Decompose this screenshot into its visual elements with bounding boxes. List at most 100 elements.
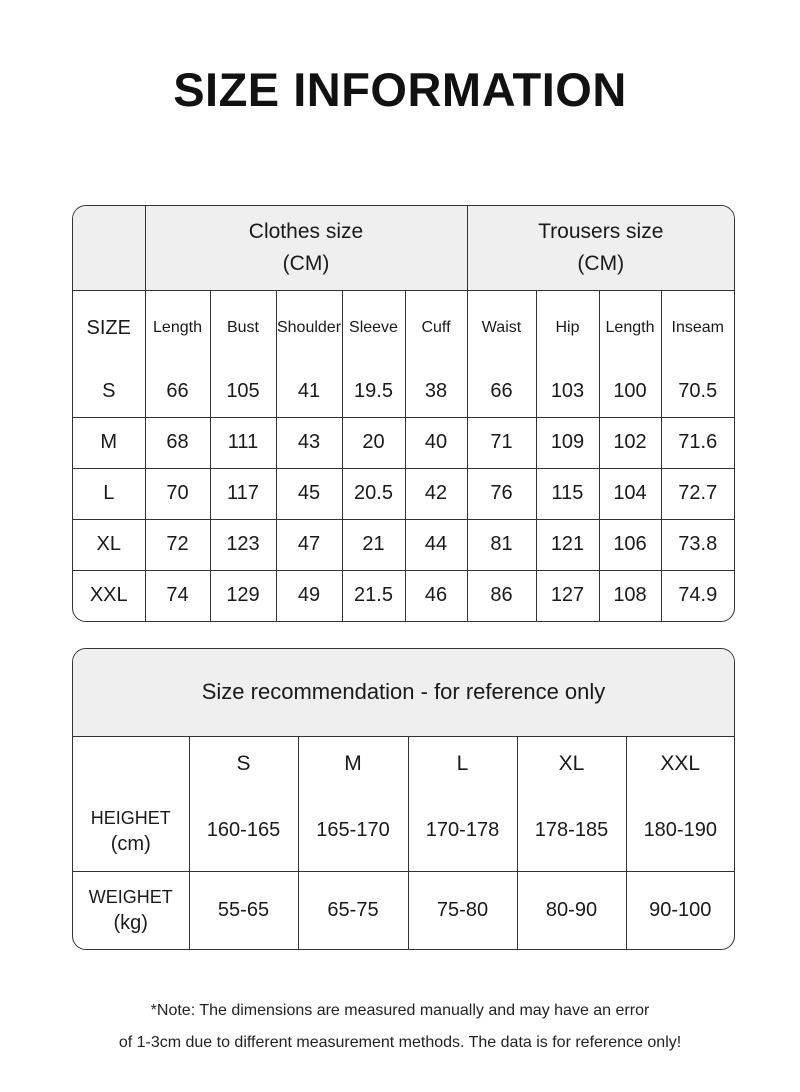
table-cell: 75-80	[408, 871, 518, 949]
table-cell: 127	[536, 570, 600, 621]
table-cell: 106	[599, 519, 662, 571]
row-label: HEIGHET (cm)	[73, 791, 190, 872]
table-cell: 71	[467, 417, 537, 469]
table-cell: 21.5	[342, 570, 406, 621]
table-cell: 45	[276, 468, 343, 520]
table-cell: 49	[276, 570, 343, 621]
size-header-row: S M L XL XXL	[73, 736, 734, 791]
column-header-row: SIZE Length Bust Shoulder Sleeve Cuff Waist Hip…	[73, 290, 734, 366]
table-cell: 108	[599, 570, 662, 621]
table-cell: 38	[405, 366, 468, 418]
group-header-row: Clothes size (CM) Trousers size (CM)	[73, 206, 734, 291]
table-cell: 66	[467, 366, 537, 418]
corner-cell	[73, 736, 190, 791]
recommendation-title: Size recommendation - for reference only	[73, 649, 734, 737]
column-header: Shoulder	[276, 290, 343, 366]
table-cell: 71.6	[661, 417, 734, 469]
table-cell: 72.7	[661, 468, 734, 520]
table-cell: 74	[145, 570, 211, 621]
table-cell: 160-165	[189, 791, 299, 872]
group-label: Trousers size	[538, 219, 664, 243]
table-cell: 104	[599, 468, 662, 520]
table-row: L 70 117 45 20.5 42 76 115 104 72.7	[73, 468, 734, 520]
group-unit: (CM)	[577, 251, 625, 275]
table-cell: 103	[536, 366, 600, 418]
table-cell: 90-100	[649, 898, 712, 921]
column-header: Length	[145, 290, 211, 366]
table-cell: 55-65	[189, 871, 299, 949]
table-cell: 76	[467, 468, 537, 520]
table-cell: 105	[210, 366, 277, 418]
size-header: S	[189, 736, 299, 791]
table-cell: 68	[145, 417, 211, 469]
trousers-size-header: Trousers size (CM)	[467, 206, 734, 291]
column-header: SIZE	[73, 290, 146, 366]
table-cell: 65-75	[298, 871, 409, 949]
table-cell: 123	[210, 519, 277, 571]
column-header: Length	[599, 290, 662, 366]
table-cell: 47	[276, 519, 343, 571]
column-header: Sleeve	[342, 290, 406, 366]
corner-cell	[73, 206, 146, 291]
table-cell: 129	[210, 570, 277, 621]
table-row: XXL 74 129 49 21.5 46 86 127 108 74.9	[73, 570, 734, 621]
table-row: HEIGHET (cm) 160-165 165-170 170-178 178-185 1…	[73, 791, 734, 872]
table-cell: 109	[536, 417, 600, 469]
column-header: Bust	[210, 290, 277, 366]
table-cell: 74.9	[678, 584, 718, 607]
table-cell: 73.8	[661, 519, 734, 571]
table-row: WEIGHET (kg) 55-65 65-75 75-80 80-90 90-100	[73, 871, 734, 949]
table-cell: 178-185	[517, 791, 627, 872]
table-cell: 19.5	[342, 366, 406, 418]
recommendation-table: Size recommendation - for reference only…	[72, 648, 735, 950]
row-label-unit: (kg)	[113, 912, 148, 935]
row-label-text: HEIGHET	[90, 807, 171, 828]
group-unit: (CM)	[282, 251, 330, 275]
row-label-unit: (cm)	[110, 832, 151, 855]
table-cell: 41	[276, 366, 343, 418]
table-cell: 86	[467, 570, 537, 621]
note-line-2: of 1-3cm due to different measurement me…	[118, 1034, 682, 1051]
note: *Note: The dimensions are measured manua…	[0, 995, 800, 1059]
column-header: Inseam	[671, 319, 724, 337]
size-label: XL	[73, 519, 146, 571]
table-cell: 117	[210, 468, 277, 520]
size-label: L	[73, 468, 146, 520]
table-cell: 44	[405, 519, 468, 571]
table-cell: 42	[405, 468, 468, 520]
table-cell: 121	[536, 519, 600, 571]
table-cell: 72	[145, 519, 211, 571]
size-header: M	[298, 736, 409, 791]
page-title: SIZE INFORMATION	[173, 63, 627, 116]
table-cell: 20	[342, 417, 406, 469]
size-label: S	[73, 366, 146, 418]
table-cell: 165-170	[298, 791, 409, 872]
size-header: L	[408, 736, 518, 791]
recommendation-title-row: Size recommendation - for reference only	[73, 649, 734, 737]
table-row: S 66 105 41 19.5 38 66 103 100 70.5	[73, 366, 734, 418]
table-cell: 111	[210, 417, 277, 469]
table-cell: 40	[405, 417, 468, 469]
size-header: XXL	[660, 751, 701, 775]
table-cell: 81	[467, 519, 537, 571]
table-cell: 21	[342, 519, 406, 571]
column-header: Cuff	[405, 290, 468, 366]
table-cell: 70.5	[661, 366, 734, 418]
table-cell: 102	[599, 417, 662, 469]
size-header: XL	[517, 736, 627, 791]
table-cell: 20.5	[342, 468, 406, 520]
table-cell: 80-90	[517, 871, 627, 949]
size-table: Clothes size (CM) Trousers size (CM) SIZ…	[72, 205, 735, 622]
size-label: M	[73, 417, 146, 469]
group-label: Clothes size	[248, 219, 364, 243]
table-cell: 170-178	[408, 791, 518, 872]
table-row: XL 72 123 47 21 44 81 121 106 73.8	[73, 519, 734, 571]
table-row: M 68 111 43 20 40 71 109 102 71.6	[73, 417, 734, 469]
clothes-size-header: Clothes size (CM)	[145, 206, 468, 291]
row-label: WEIGHET (kg)	[73, 871, 190, 949]
table-cell: 180-190	[626, 791, 734, 872]
table-cell: 46	[405, 570, 468, 621]
table-cell: 43	[276, 417, 343, 469]
row-label-text: WEIGHET	[88, 887, 173, 908]
table-cell: 70	[145, 468, 211, 520]
